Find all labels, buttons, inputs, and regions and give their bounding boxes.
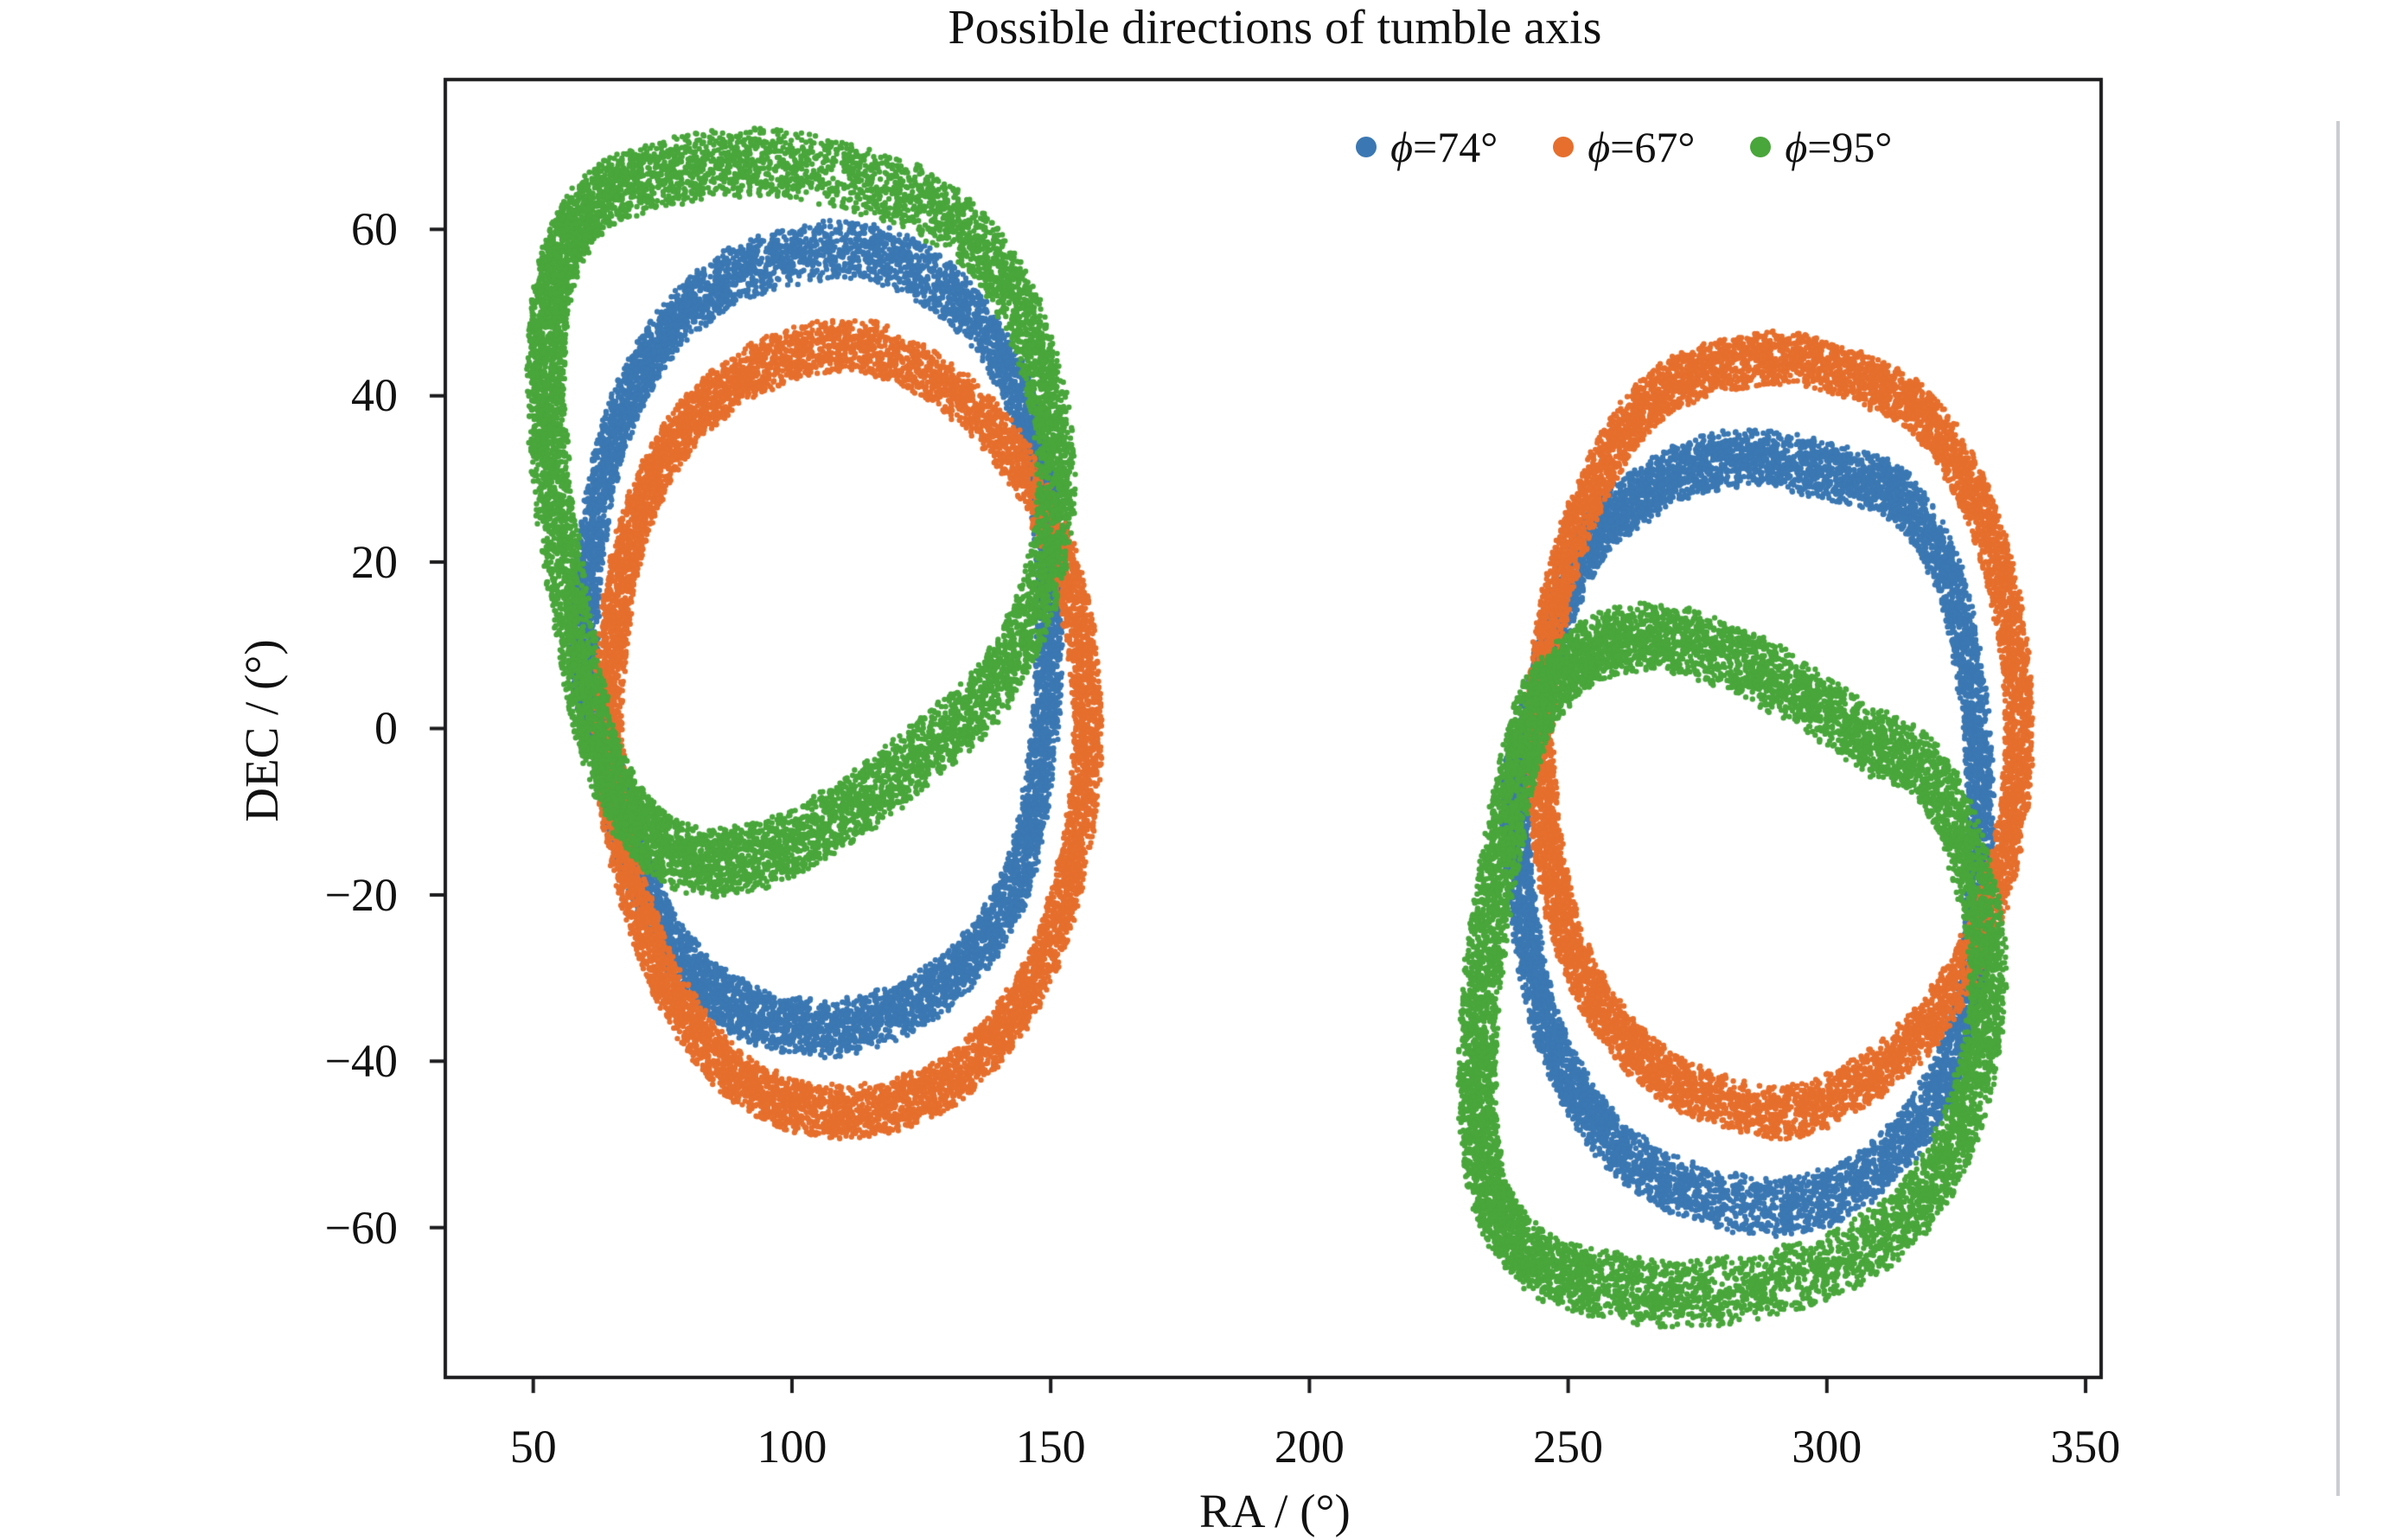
legend-item-label-phi-74: ϕ=74° — [1390, 124, 1498, 170]
legend-marker-dot-phi-74 — [1356, 137, 1377, 157]
legend-item-phi-67: ϕ=67° — [1553, 124, 1695, 170]
y-tick-label-60: 60 — [351, 203, 398, 255]
legend-marker-dot-phi-67 — [1553, 137, 1575, 157]
legend-value: =67° — [1610, 123, 1696, 171]
y-tick-label-m20: −20 — [324, 869, 398, 921]
phi-symbol: ϕ — [1785, 123, 1808, 171]
x-tick-label-250: 250 — [1532, 1421, 1603, 1473]
phi-symbol: ϕ — [1588, 123, 1611, 171]
x-tick-label-300: 300 — [1792, 1421, 1862, 1473]
legend-item-phi-74: ϕ=74° — [1356, 124, 1498, 170]
x-tick-label-50: 50 — [509, 1421, 557, 1473]
plot-title: Possible directions of tumble axis — [948, 1, 1602, 54]
x-tick-label-350: 350 — [2050, 1421, 2121, 1473]
legend-value: =74° — [1413, 123, 1498, 171]
legend-item-label-phi-95: ϕ=95° — [1785, 124, 1892, 170]
y-tick-label-0: 0 — [374, 702, 398, 754]
y-tick-label-40: 40 — [351, 369, 398, 421]
legend: ϕ=74° ϕ=67° ϕ=95° — [1356, 117, 1892, 177]
phi-symbol: ϕ — [1390, 123, 1414, 171]
legend-item-phi-95: ϕ=95° — [1750, 124, 1892, 170]
x-tick-label-200: 200 — [1274, 1421, 1345, 1473]
scan-artifact-line — [2336, 121, 2340, 1496]
y-tick-label-20: 20 — [351, 536, 398, 588]
legend-marker-dot-phi-95 — [1750, 137, 1772, 157]
legend-item-label-phi-67: ϕ=67° — [1588, 124, 1695, 170]
x-axis-label: RA / (°) — [1199, 1485, 1351, 1537]
y-tick-label-m60: −60 — [324, 1202, 398, 1254]
x-tick-label-100: 100 — [757, 1421, 827, 1473]
legend-value: =95° — [1807, 123, 1893, 171]
x-tick-label-150: 150 — [1015, 1421, 1086, 1473]
y-tick-label-m40: −40 — [324, 1035, 398, 1087]
